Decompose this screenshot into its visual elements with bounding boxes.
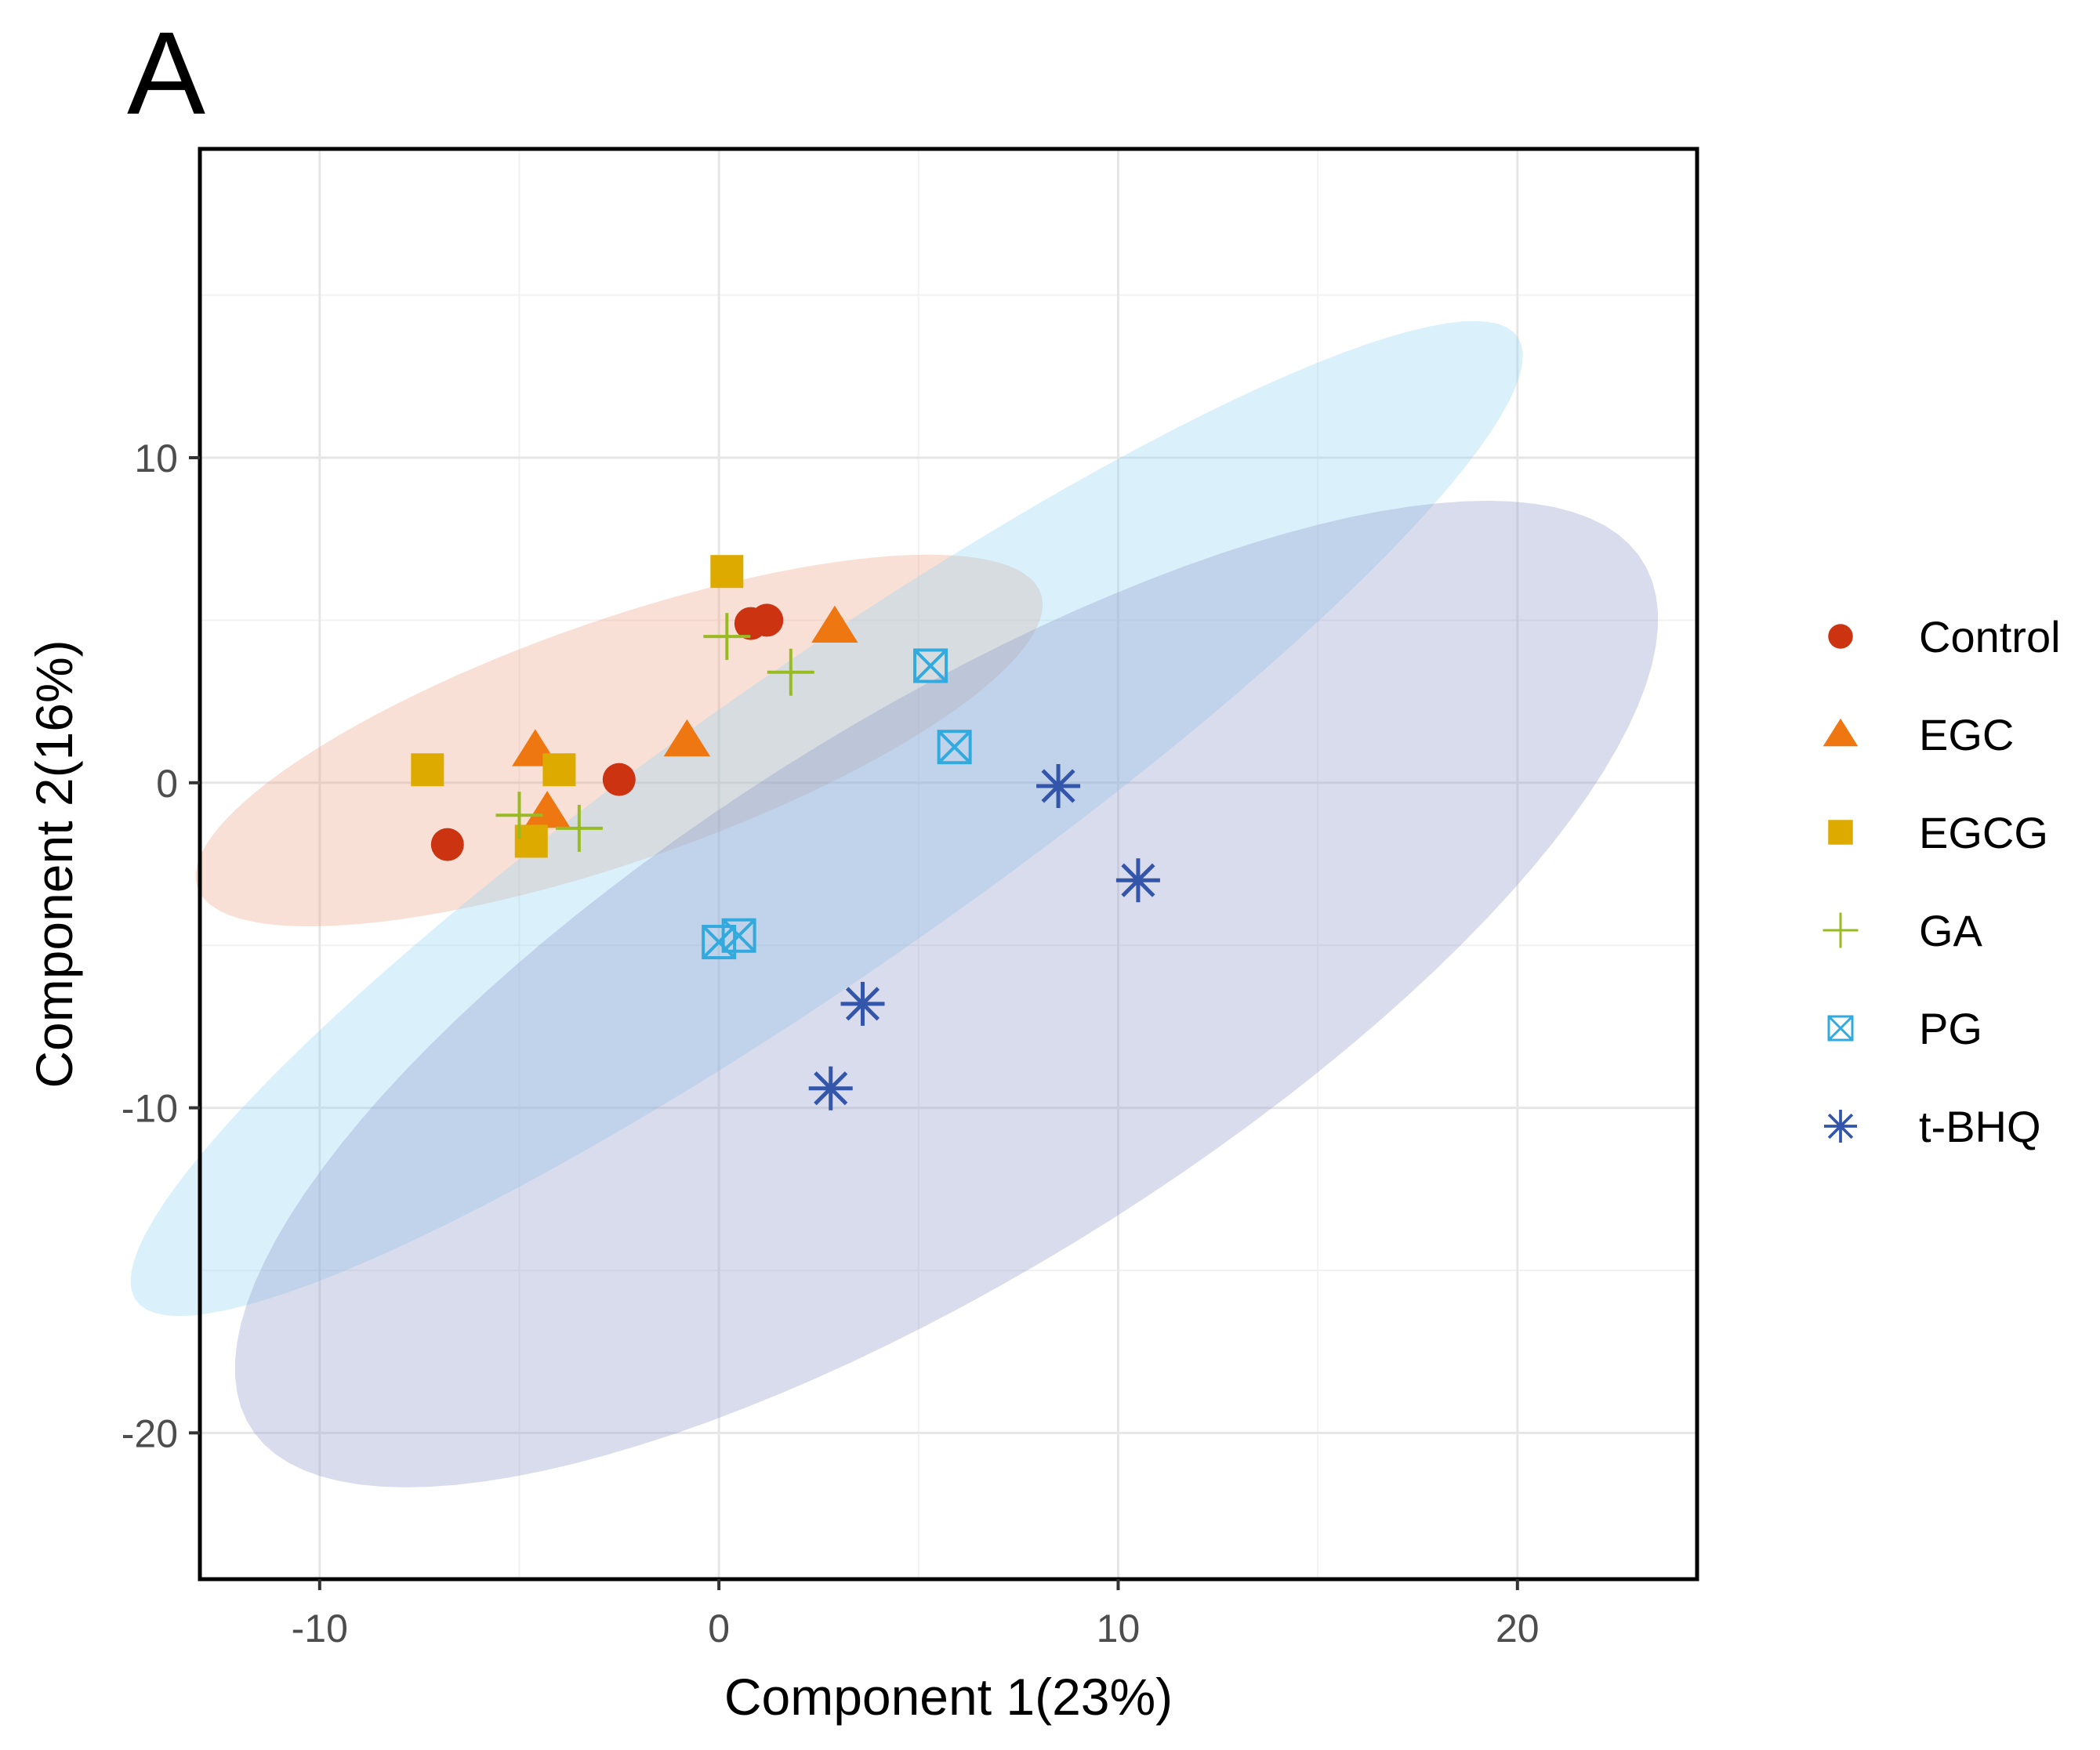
legend-label: Control <box>1919 612 2061 661</box>
plot-border <box>198 147 1699 1582</box>
legend-item-t-bhq: t-BHQ <box>1824 1102 2041 1151</box>
point-t-bhq <box>840 981 885 1026</box>
marker-circle <box>430 828 464 861</box>
legend-key-ga <box>1823 912 1859 948</box>
marker-square-outline <box>702 925 737 960</box>
marker-asterisk-arm <box>845 987 880 1021</box>
point-egcg <box>542 753 576 787</box>
marker-square-outline <box>1827 1015 1854 1042</box>
y-axis-title: Component 2(16%) <box>25 639 83 1088</box>
marker-x-b <box>1827 1015 1854 1042</box>
marker-square <box>1828 820 1853 845</box>
marker-circle <box>1828 624 1853 649</box>
ellipse-pg <box>130 321 1523 1317</box>
ellipse-t-bhq <box>234 500 1658 1487</box>
point-t-bhq <box>1036 763 1081 808</box>
marker-circle <box>750 603 784 637</box>
point-egcg <box>710 555 744 589</box>
marker-asterisk-arm <box>1827 1113 1854 1139</box>
point-t-bhq <box>1115 858 1160 903</box>
legend-label: t-BHQ <box>1919 1102 2041 1151</box>
legend-label: EGCG <box>1919 808 2048 857</box>
marker-square-outline <box>913 648 948 683</box>
legend-item-egcg: EGCG <box>1828 808 2048 857</box>
marker-square <box>710 555 744 589</box>
point-egc <box>524 791 571 828</box>
axis-ticks: -10 0 10 20 -20 -10 0 10 <box>122 437 1540 1650</box>
legend-item-control: Control <box>1828 612 2061 661</box>
marker-triangle <box>1823 718 1859 747</box>
legend-item-ga: GA <box>1823 906 1983 955</box>
point-t-bhq <box>808 1066 853 1111</box>
point-ga <box>703 613 751 661</box>
point-ga <box>495 792 543 839</box>
point-control <box>602 763 636 796</box>
plot-background <box>200 149 1697 1579</box>
y-tick-label: -10 <box>122 1087 178 1131</box>
x-axis-title: Component 1(23%) <box>724 1668 1173 1726</box>
marker-x-b <box>702 925 736 959</box>
legend: Control EGC EGCG GA PG t-BHQ <box>1823 612 2061 1151</box>
panel-label: A <box>127 7 205 139</box>
point-pg <box>913 648 948 683</box>
x-tick-label: 0 <box>708 1607 730 1650</box>
x-tick-label: -10 <box>292 1607 348 1650</box>
point-egc <box>811 605 858 643</box>
marker-x-b <box>913 649 948 683</box>
y-tick-label: 0 <box>156 762 178 806</box>
point-ga <box>767 648 814 696</box>
point-pg <box>937 730 972 765</box>
point-control <box>430 828 464 861</box>
marker-asterisk-arm <box>1041 769 1075 803</box>
marker-triangle <box>524 791 571 828</box>
point-egc <box>663 719 711 757</box>
marker-circle <box>602 763 636 796</box>
point-pg <box>721 918 756 953</box>
marker-square-outline <box>721 918 756 953</box>
marker-square-outline <box>937 730 972 765</box>
x-tick-label: 10 <box>1097 1607 1141 1650</box>
legend-label: PG <box>1919 1004 1982 1053</box>
data-points <box>411 555 1160 1111</box>
legend-item-pg: PG <box>1827 1004 1982 1053</box>
legend-key-t-bhq <box>1824 1110 1857 1143</box>
legend-key-pg <box>1827 1015 1854 1042</box>
point-control <box>750 603 784 637</box>
legend-item-egc: EGC <box>1823 710 2014 759</box>
legend-key-control <box>1828 624 1853 649</box>
grid <box>200 149 1697 1579</box>
legend-label: GA <box>1919 906 1983 955</box>
marker-asterisk-arm <box>814 1071 848 1106</box>
marker-square <box>542 753 576 787</box>
x-tick-label: 20 <box>1496 1607 1540 1650</box>
confidence-ellipses <box>130 321 1658 1487</box>
marker-x-b <box>938 730 972 764</box>
marker-x-b <box>722 918 756 953</box>
marker-triangle <box>663 719 711 757</box>
marker-asterisk-arm <box>1121 863 1155 897</box>
legend-key-egcg <box>1828 820 1853 845</box>
legend-key-egc <box>1823 718 1859 747</box>
point-ga <box>555 804 603 852</box>
y-tick-label: 10 <box>134 437 178 480</box>
marker-square <box>411 753 444 787</box>
y-tick-label: -20 <box>122 1411 178 1455</box>
legend-label: EGC <box>1919 710 2014 759</box>
point-egcg <box>411 753 444 787</box>
ellipse-control <box>195 554 1043 926</box>
marker-triangle <box>811 605 858 643</box>
